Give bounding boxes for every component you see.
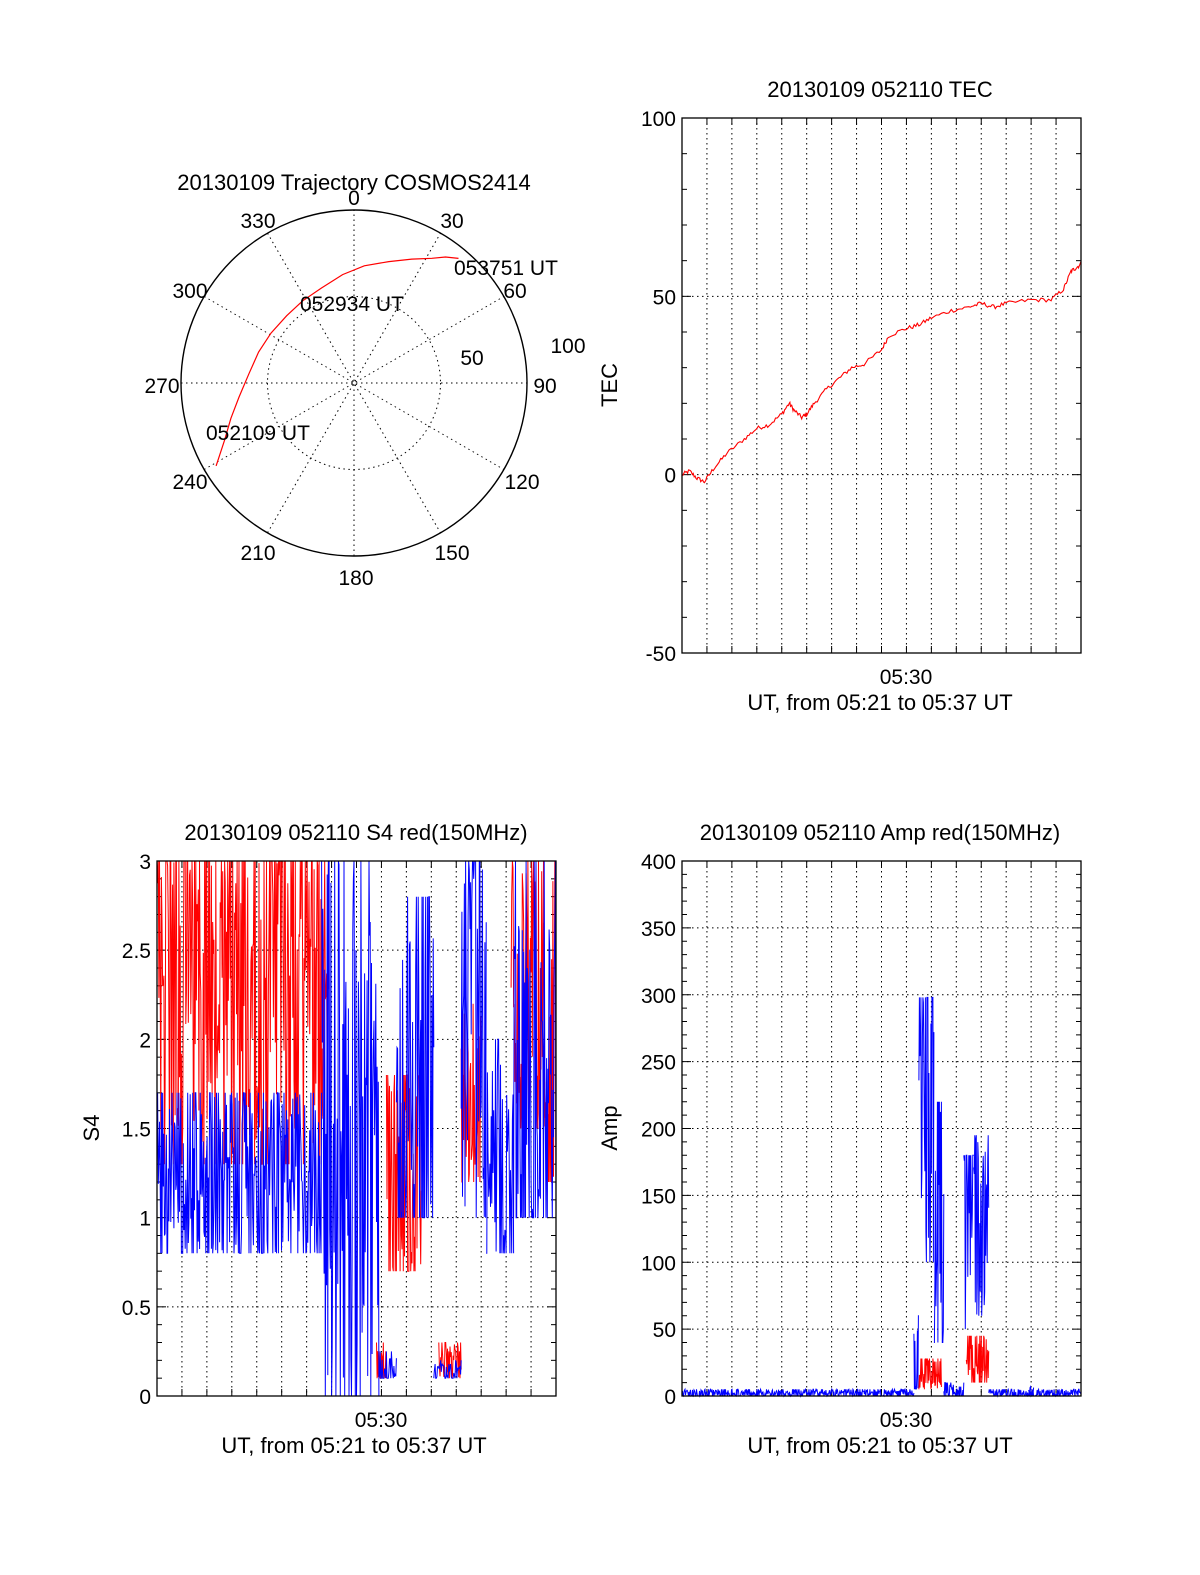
- polar-azimuth-label: 210: [240, 542, 275, 565]
- trajectory-track: [215, 256, 459, 467]
- y-tick-label: 0: [664, 465, 676, 488]
- amp-chart: 20130109 052110 Amp red(150MHz) 0 50 100 15…: [597, 820, 1082, 1458]
- y-tick-label: 300: [641, 985, 676, 1008]
- s4-red-series: [156, 860, 557, 1379]
- polar-azimuth-label: 0: [348, 187, 360, 210]
- polar-azimuth-label: 240: [172, 471, 207, 494]
- polar-spoke: [267, 232, 441, 534]
- s4-title: 20130109 052110 S4 red(150MHz): [184, 820, 527, 845]
- amp-x-axis-label: UT, from 05:21 to 05:37 UT: [747, 1433, 1012, 1458]
- polar-azimuth-label: 150: [434, 542, 469, 565]
- amp-x-tick-label: 05:30: [880, 1409, 933, 1432]
- y-tick-label: 2.5: [122, 940, 151, 963]
- amp-red-series: [918, 1335, 990, 1390]
- y-tick-label: 200: [641, 1119, 676, 1142]
- polar-radial-labels: 50 100: [460, 335, 585, 370]
- y-tick-label: 400: [641, 851, 676, 874]
- y-tick-label: 50: [653, 286, 676, 309]
- s4-grid: [157, 861, 556, 1396]
- polar-azimuth-label: 60: [503, 280, 526, 303]
- y-tick-label: 50: [653, 1319, 676, 1342]
- polar-azimuth-label: 180: [338, 567, 373, 590]
- annotation-end-time: 053751 UT: [454, 257, 558, 280]
- polar-azimuth-label: 270: [144, 375, 179, 398]
- amp-plot-frame: [681, 860, 1082, 1397]
- y-tick-label: 100: [641, 1252, 676, 1275]
- y-tick-label: 3: [139, 851, 151, 874]
- tec-x-tick-label: 05:30: [880, 666, 933, 689]
- tec-title: 20130109 052110 TEC: [767, 77, 993, 102]
- tec-x-axis-label: UT, from 05:21 to 05:37 UT: [747, 690, 1012, 715]
- y-tick-label: 2: [139, 1029, 151, 1052]
- tec-plot-frame: [681, 117, 1082, 654]
- polar-grid: [180, 209, 528, 557]
- s4-x-tick-label: 05:30: [355, 1409, 408, 1432]
- y-tick-label: 350: [641, 918, 676, 941]
- tec-grid: [682, 118, 1081, 653]
- polar-azimuth-label: 330: [240, 210, 275, 233]
- y-tick-label: 0.5: [122, 1297, 151, 1320]
- s4-plot-frame: [156, 860, 557, 1397]
- s4-y-axis-label: S4: [79, 1115, 104, 1142]
- s4-chart: 20130109 052110 S4 red(150MHz) 0 0.5 1 1.5 2…: [79, 820, 557, 1458]
- y-tick-label: -50: [646, 643, 676, 666]
- amp-y-tick-labels: 0 50 100 150 200 250 300 350 400: [641, 851, 676, 1409]
- polar-azimuth-label: 30: [440, 210, 463, 233]
- s4-x-axis-label: UT, from 05:21 to 05:37 UT: [221, 1433, 486, 1458]
- polar-chart: 20130109 Trajectory COSMOS2414 0 30 60 90 12…: [144, 170, 585, 590]
- s4-blue-series: [156, 860, 557, 1397]
- y-tick-label: 0: [139, 1386, 151, 1409]
- y-tick-label: 100: [641, 108, 676, 131]
- y-tick-label: 0: [664, 1386, 676, 1409]
- y-tick-label: 150: [641, 1185, 676, 1208]
- s4-y-tick-labels: 0 0.5 1 1.5 2 2.5 3: [122, 851, 151, 1409]
- polar-azimuth-label: 90: [533, 375, 556, 398]
- polar-azimuth-label: 120: [504, 471, 539, 494]
- tec-series-line: [681, 261, 1082, 484]
- y-tick-label: 1.5: [122, 1119, 151, 1142]
- polar-radial-label: 100: [550, 335, 585, 358]
- polar-spoke: [267, 232, 441, 534]
- polar-azimuth-label: 300: [172, 280, 207, 303]
- amp-y-axis-label: Amp: [597, 1105, 622, 1150]
- tec-y-axis-label: TEC: [597, 363, 622, 407]
- polar-title: 20130109 Trajectory COSMOS2414: [177, 170, 530, 195]
- polar-azimuth-labels: 0 30 60 90 120 150 180 210 240 270 300 330: [144, 187, 556, 590]
- annotation-mid-time: 052934 UT: [300, 293, 404, 316]
- polar-radial-label: 50: [460, 347, 483, 370]
- amp-grid: [682, 861, 1081, 1396]
- y-tick-label: 250: [641, 1052, 676, 1075]
- y-tick-label: 1: [139, 1208, 151, 1231]
- tec-y-tick-labels: -50 0 50 100: [641, 108, 676, 666]
- amp-title: 20130109 052110 Amp red(150MHz): [700, 820, 1060, 845]
- annotation-start-time: 052109 UT: [206, 422, 310, 445]
